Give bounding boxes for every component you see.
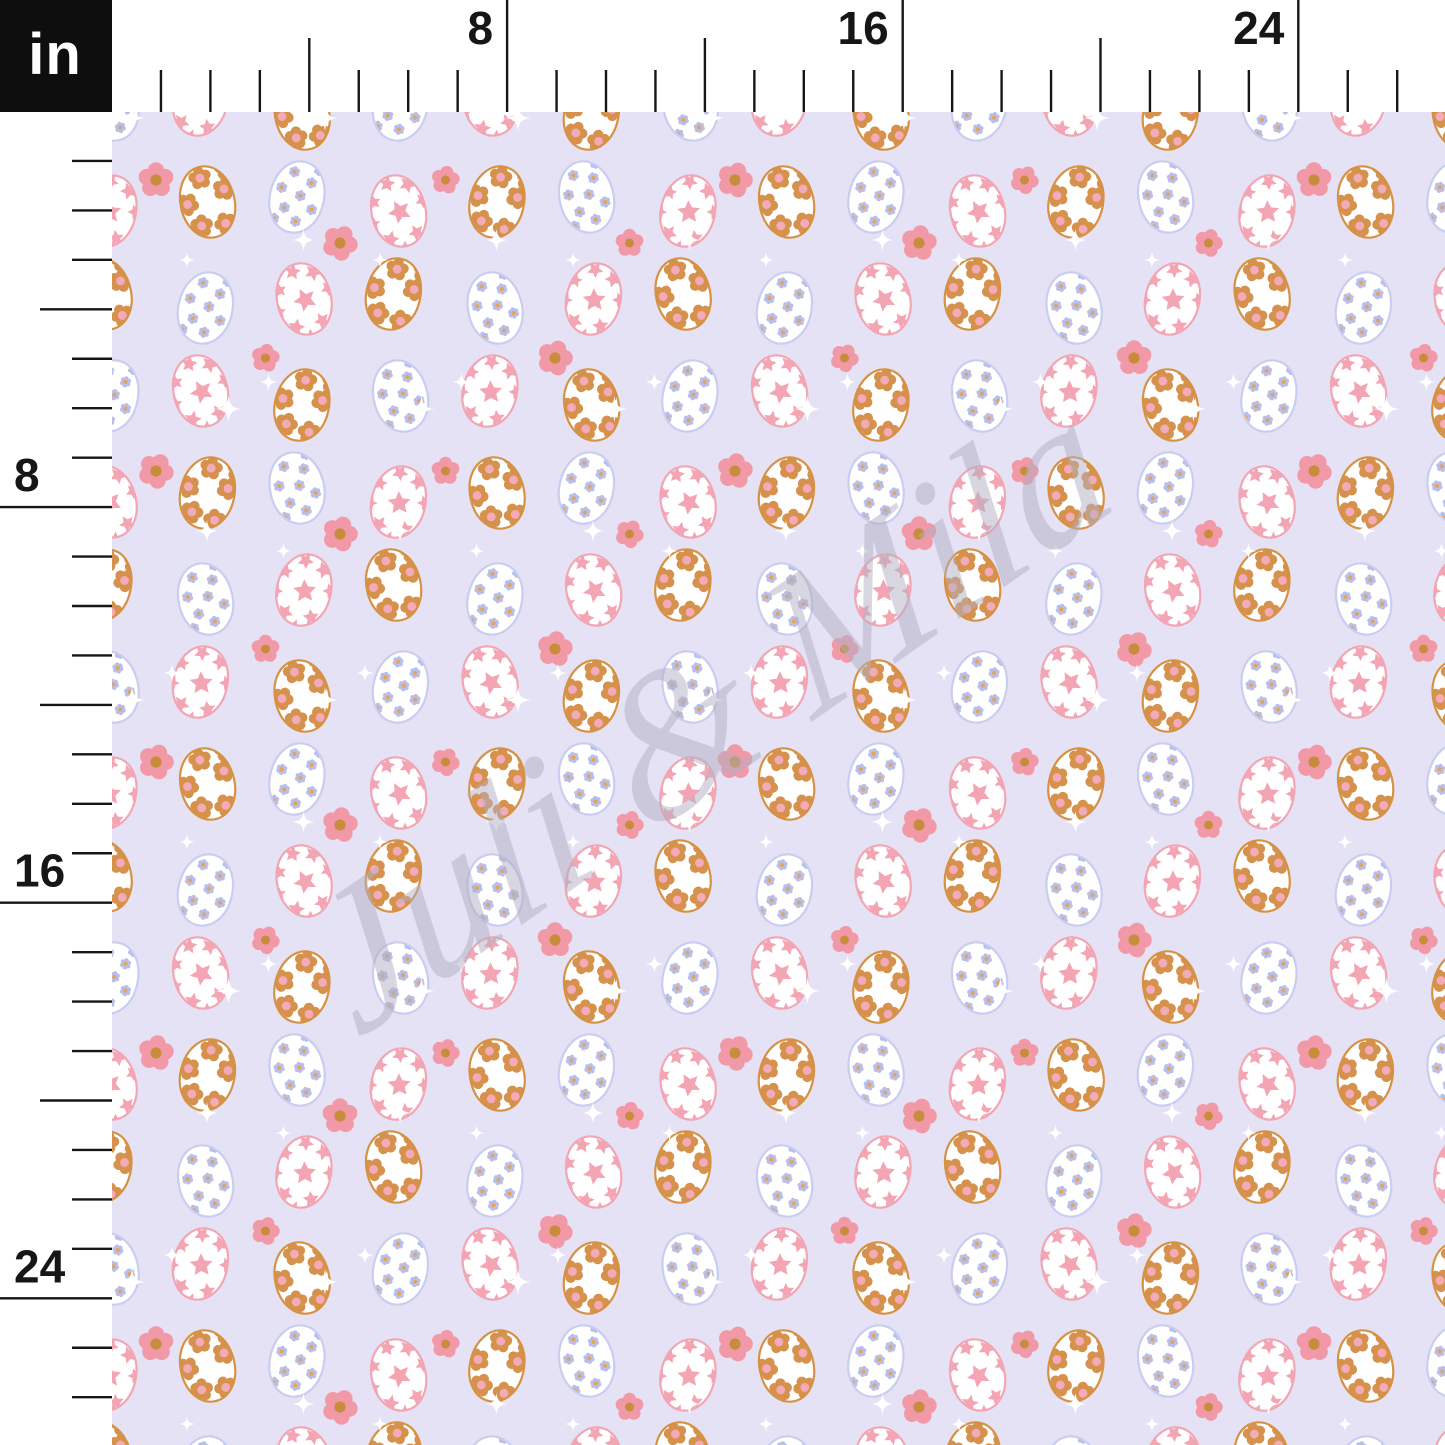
ruler-left [0, 112, 112, 1445]
ruler-number-top: 16 [838, 2, 889, 54]
ruler-number-left: 24 [14, 1240, 66, 1292]
inch-unit-badge [0, 0, 112, 112]
ruler-number-top: 24 [1233, 2, 1285, 54]
ruler-top [112, 0, 1445, 112]
ruler-number-left: 16 [14, 845, 65, 897]
inch-unit-label: in [28, 22, 82, 87]
fabric-swatch: Juli & Mila [112, 112, 1445, 1445]
ruler-number-left: 8 [14, 449, 40, 501]
ruler-number-top: 8 [468, 2, 494, 54]
